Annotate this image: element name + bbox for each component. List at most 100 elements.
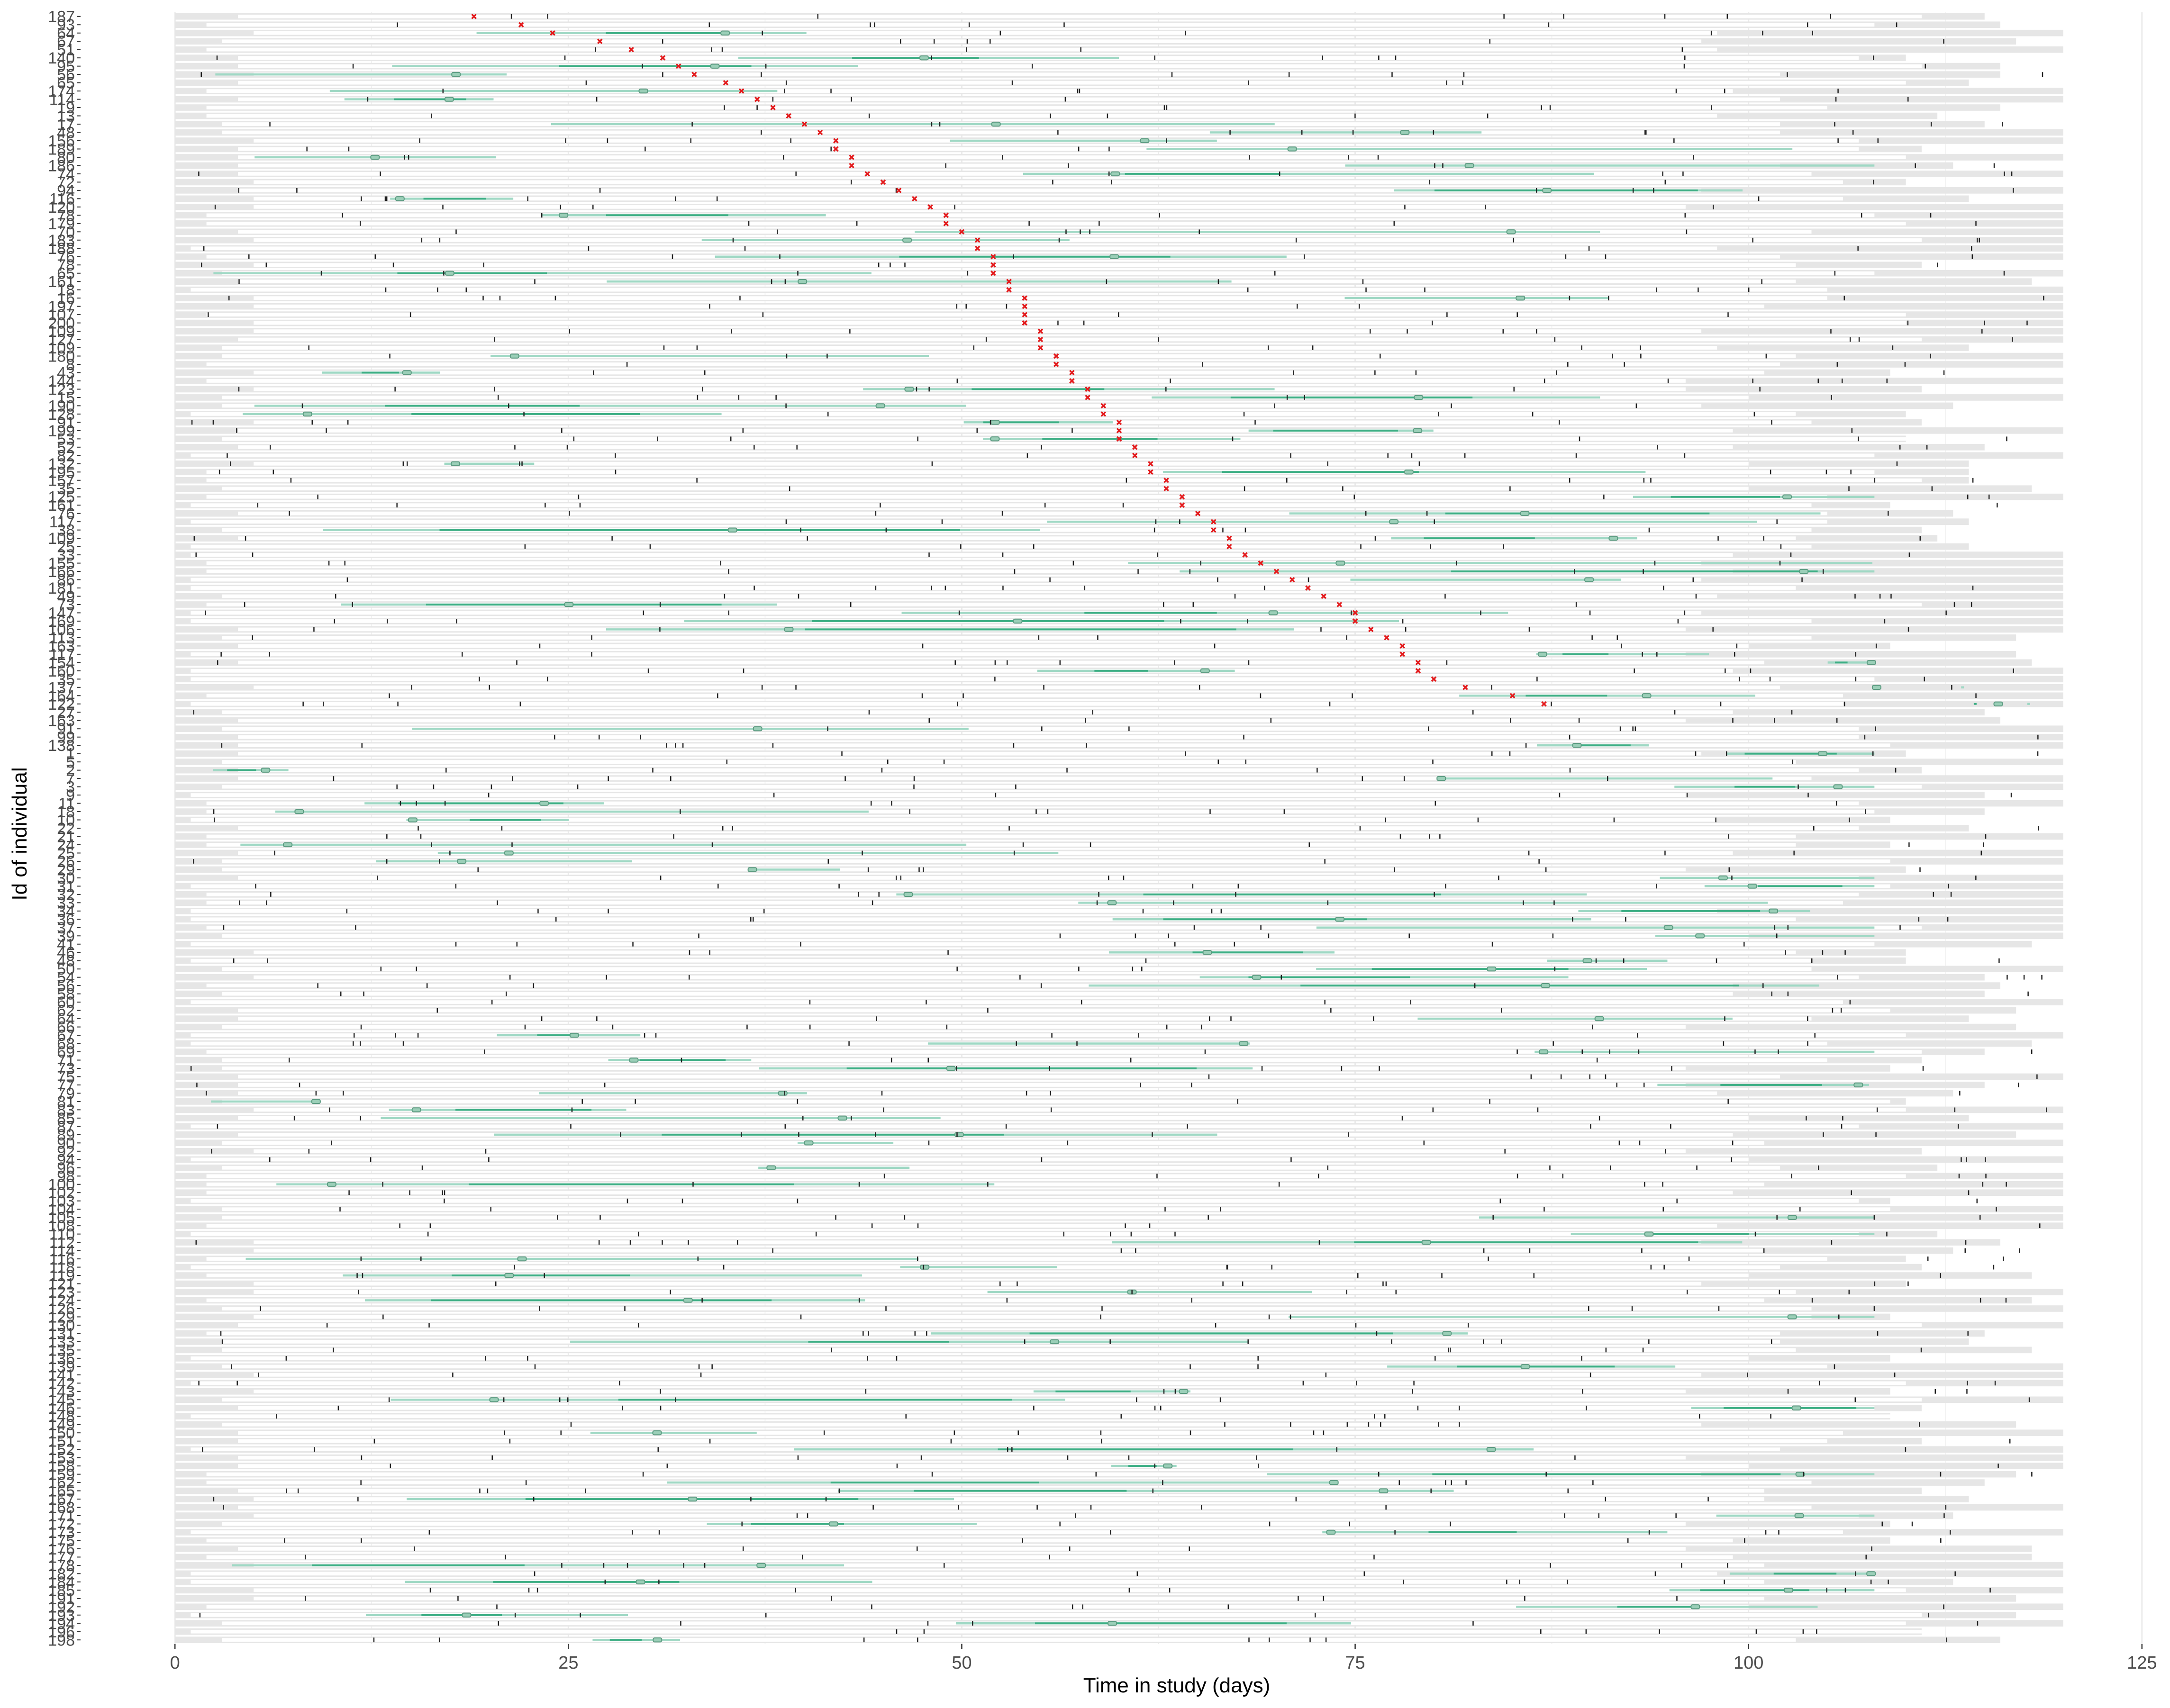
- interval-midpoint: [1436, 776, 1446, 781]
- interval-light: [444, 462, 535, 465]
- y-tick-label: 173: [48, 1524, 75, 1542]
- y-tick-label: 3: [66, 778, 75, 796]
- y-tick-label: 148: [48, 1408, 75, 1426]
- y-tick-label: 68: [57, 1035, 75, 1053]
- observation-bar: [222, 39, 1702, 44]
- individual-row: [175, 262, 1938, 269]
- event-marker: [990, 270, 996, 276]
- y-tick-label: 75: [57, 1068, 75, 1086]
- event-marker: [1053, 361, 1059, 367]
- interval-midpoint: [1642, 693, 1652, 698]
- interval-dark: [1128, 1465, 1157, 1467]
- y-tick-label: 11: [58, 795, 75, 813]
- interval-midpoint: [747, 867, 757, 872]
- y-tick-label: 194: [48, 1615, 75, 1633]
- interval-light: [1289, 1316, 1875, 1318]
- individual-row: [175, 419, 1922, 426]
- event-marker: [801, 121, 808, 127]
- interval-midpoint: [1110, 171, 1120, 177]
- interval-dark: [1424, 537, 1535, 540]
- event-marker: [974, 237, 981, 243]
- individual-row: [175, 651, 2016, 658]
- y-tick-label: 33: [57, 546, 75, 564]
- event-marker: [1006, 287, 1012, 293]
- event-marker: [1022, 320, 1028, 326]
- interval-dark: [227, 769, 256, 771]
- observation-bar: [206, 1555, 1733, 1559]
- observation-bar: [238, 97, 1780, 101]
- individual-row: [175, 278, 2032, 285]
- observation-bar: [191, 818, 1717, 822]
- y-tick-label: 167: [48, 1491, 75, 1509]
- y-tick-label: 46: [57, 944, 75, 962]
- event-marker: [974, 245, 981, 252]
- individual-row: [175, 162, 1995, 169]
- event-marker: [990, 262, 996, 268]
- interval-midpoint: [451, 72, 461, 77]
- interval-midpoint: [1442, 1331, 1452, 1336]
- interval-dark: [1525, 695, 1607, 697]
- y-tick-label: 83: [57, 1101, 75, 1119]
- interval-midpoint: [451, 461, 461, 466]
- y-tick-label: 79: [57, 1084, 75, 1103]
- interval-midpoint: [954, 1132, 964, 1138]
- interval-dark: [439, 529, 961, 531]
- y-tick-label: 198: [48, 1631, 75, 1649]
- y-tick-label: 146: [48, 1400, 75, 1418]
- interval-midpoint: [504, 850, 514, 856]
- individual-row: [175, 510, 1953, 517]
- y-tick-label: 196: [48, 1623, 75, 1641]
- interval-light: [1536, 653, 1709, 656]
- individual-row: [175, 1396, 2063, 1403]
- interval-dark: [1354, 1241, 1698, 1244]
- interval-midpoint: [1584, 577, 1594, 582]
- y-tick-label: 94: [57, 182, 75, 200]
- individual-row: [175, 137, 2063, 144]
- individual-row: [175, 634, 2016, 641]
- observation-bar: [254, 1597, 1764, 1600]
- event-marker: [738, 88, 745, 94]
- observation-bar: [238, 1083, 1686, 1087]
- interval-midpoint: [395, 196, 405, 201]
- y-tick-label: 176: [48, 1540, 75, 1558]
- interval-light: [551, 123, 1275, 126]
- y-tick-label: 51: [57, 41, 75, 59]
- y-tick-label: 128: [48, 406, 75, 424]
- observation-bar: [206, 1191, 1733, 1195]
- interval-light: [2027, 703, 2030, 705]
- y-tick-label: 139: [48, 1358, 75, 1376]
- y-tick-label: 18: [57, 803, 75, 821]
- plot-area: [174, 12, 2143, 1644]
- event-marker: [990, 253, 996, 260]
- y-tick-label: 192: [48, 1598, 75, 1616]
- y-tick-label: 81: [57, 1093, 75, 1111]
- individual-row: [175, 742, 2063, 749]
- interval-light: [1439, 777, 1773, 780]
- observation-bar: [238, 1008, 1890, 1012]
- event-marker: [723, 80, 729, 86]
- observation-bar: [206, 569, 1733, 573]
- observation-bar: [238, 1505, 1812, 1509]
- observation-bar: [222, 130, 1780, 135]
- individual-row: [175, 668, 2063, 674]
- observation-bar: [238, 1455, 1686, 1460]
- interval-light: [797, 1142, 894, 1144]
- observation-bar: [191, 1629, 1922, 1634]
- individual-row: [175, 1479, 1985, 1486]
- interval-midpoint: [1335, 560, 1345, 566]
- y-tick-label: 72: [57, 173, 75, 191]
- observation-bar: [222, 487, 1749, 491]
- individual-row: [175, 38, 2016, 45]
- individual-row: [175, 96, 2063, 103]
- interval-light: [1345, 164, 1875, 167]
- y-tick-label: 140: [48, 49, 75, 67]
- event-marker: [1352, 610, 1358, 616]
- y-tick-label: 161: [48, 273, 75, 291]
- observation-bar: [191, 544, 1812, 549]
- interval-midpoint: [629, 1057, 639, 1063]
- interval-midpoint: [370, 154, 380, 160]
- observation-bar: [222, 967, 1812, 971]
- event-marker: [1431, 676, 1437, 682]
- y-tick-label: 168: [48, 1499, 75, 1517]
- y-tick-label: 116: [49, 190, 75, 208]
